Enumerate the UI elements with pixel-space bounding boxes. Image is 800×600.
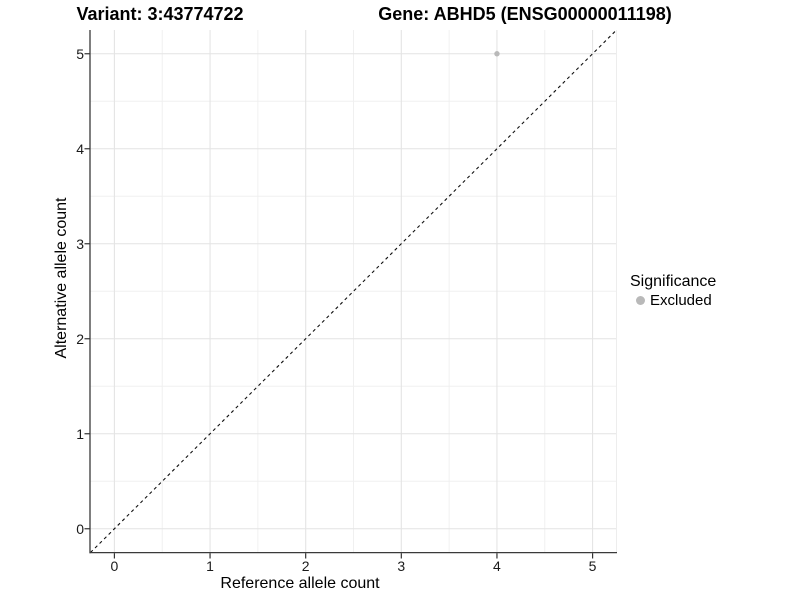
y-axis-title: Alternative allele count (53, 197, 70, 359)
plot-title-variant: Variant: 3:43774722 (76, 4, 244, 24)
x-tick-label: 0 (110, 558, 119, 574)
x-axis-title: Reference allele count (220, 575, 380, 592)
legend-item-label: Excluded (650, 292, 712, 309)
y-tick-label: 0 (76, 520, 84, 537)
x-tick-label: 3 (397, 558, 406, 574)
y-tick-label: 3 (76, 235, 84, 252)
identity-line (90, 29, 617, 553)
legend-item: Excluded (627, 292, 716, 309)
legend-key (633, 294, 647, 308)
plot-title-gene: Gene: ABHD5 (ENSG00000011198) (378, 4, 672, 24)
legend-point-icon (635, 296, 645, 305)
y-tick-label: 2 (76, 330, 84, 347)
y-tick-label: 4 (76, 140, 84, 157)
x-tick-label: 1 (206, 558, 214, 574)
x-tick-label: 2 (301, 558, 310, 574)
x-tick-label: 5 (588, 558, 597, 574)
y-tick-label: 5 (76, 45, 84, 62)
legend-title: Significance (630, 273, 717, 290)
data-point (494, 51, 500, 57)
x-tick-label: 4 (493, 558, 501, 574)
y-tick-label: 1 (76, 425, 84, 442)
legend: Significance Excluded (627, 272, 716, 309)
